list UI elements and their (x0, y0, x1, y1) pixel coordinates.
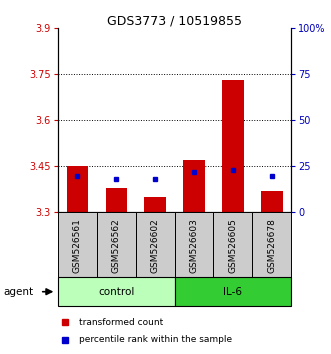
Bar (106, 188, 127, 212)
Bar (252, 212, 291, 278)
Bar (97, 212, 136, 278)
Bar (58, 277, 175, 306)
Text: transformed count: transformed count (79, 318, 163, 327)
Text: GSM526602: GSM526602 (151, 218, 160, 273)
Text: GSM526605: GSM526605 (228, 218, 237, 273)
Text: control: control (98, 287, 134, 297)
Bar (58, 212, 97, 278)
Text: IL-6: IL-6 (223, 287, 242, 297)
Text: percentile rank within the sample: percentile rank within the sample (79, 335, 232, 344)
Text: GSM526678: GSM526678 (267, 218, 276, 273)
Title: GDS3773 / 10519855: GDS3773 / 10519855 (107, 14, 242, 27)
Bar (144, 197, 166, 212)
Bar (136, 212, 175, 278)
Bar (67, 166, 88, 212)
Bar (175, 212, 213, 278)
Text: agent: agent (3, 287, 33, 297)
Bar (222, 80, 244, 212)
Bar (175, 277, 291, 306)
Text: GSM526603: GSM526603 (190, 218, 199, 273)
Text: GSM526561: GSM526561 (73, 218, 82, 273)
Bar (213, 212, 252, 278)
Bar (183, 160, 205, 212)
Text: GSM526562: GSM526562 (112, 218, 121, 273)
Bar (261, 191, 283, 212)
